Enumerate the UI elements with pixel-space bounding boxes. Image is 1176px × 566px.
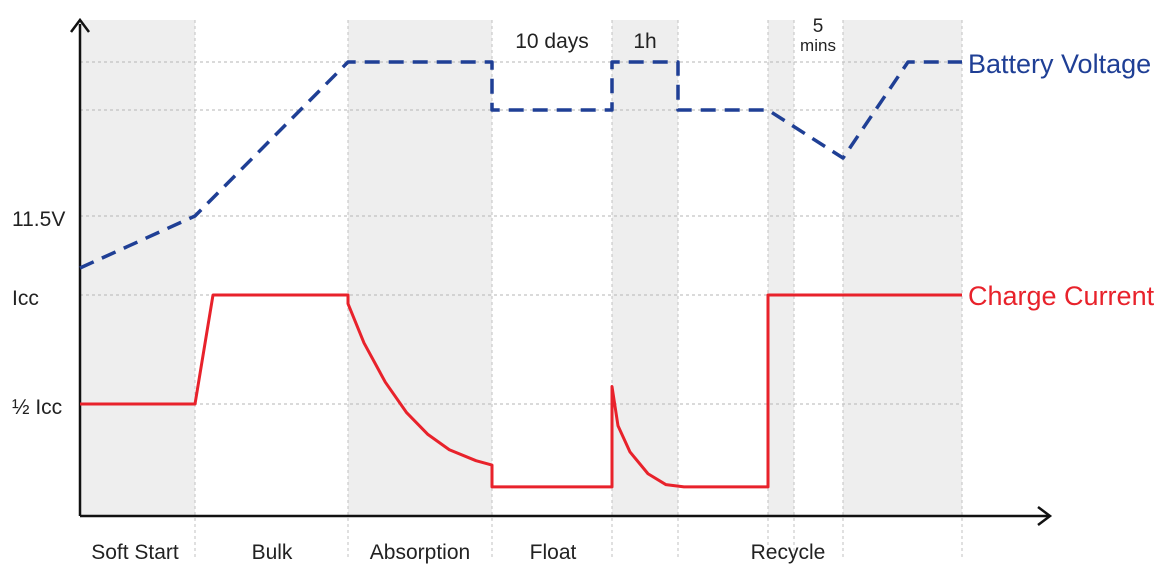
- annotation-1h: 1h: [633, 30, 656, 53]
- stage-label-2: Absorption: [370, 541, 470, 564]
- series-line-charge-current: [80, 293, 962, 489]
- annotation-5: 5: [813, 16, 824, 37]
- y-tick-label-0: 11.5V: [12, 208, 65, 231]
- series-layer: [79, 60, 962, 489]
- y-axis-arrow: [70, 17, 90, 33]
- legend-label-charge-current: Charge Current: [968, 281, 1155, 311]
- y-tick-label-2: ½ Icc: [12, 396, 62, 419]
- stage-band-2: [612, 20, 678, 516]
- legend-label-battery-voltage: Battery Voltage: [968, 49, 1151, 79]
- grid-lines: [80, 20, 963, 560]
- stage-background-bands: [80, 20, 962, 516]
- stage-label-4: Recycle: [751, 541, 826, 564]
- stage-label-3: Float: [530, 541, 577, 564]
- y-tick-label-1: Icc: [12, 287, 39, 310]
- stage-label-1: Bulk: [252, 541, 293, 564]
- axes: [70, 17, 1053, 526]
- series-line-battery-voltage: [79, 60, 962, 270]
- annotation-10-days: 10 days: [515, 30, 589, 53]
- stage-band-0: [80, 20, 195, 516]
- stage-label-0: Soft Start: [91, 541, 179, 564]
- annotation-mins: mins: [800, 36, 836, 55]
- x-axis-arrow: [1037, 506, 1053, 526]
- stage-band-1: [348, 20, 492, 516]
- stage-band-4: [843, 20, 962, 516]
- text-layer: Battery Voltage Charge Current 11.5V Icc ½ I…: [12, 16, 1155, 564]
- stage-band-3: [768, 20, 794, 516]
